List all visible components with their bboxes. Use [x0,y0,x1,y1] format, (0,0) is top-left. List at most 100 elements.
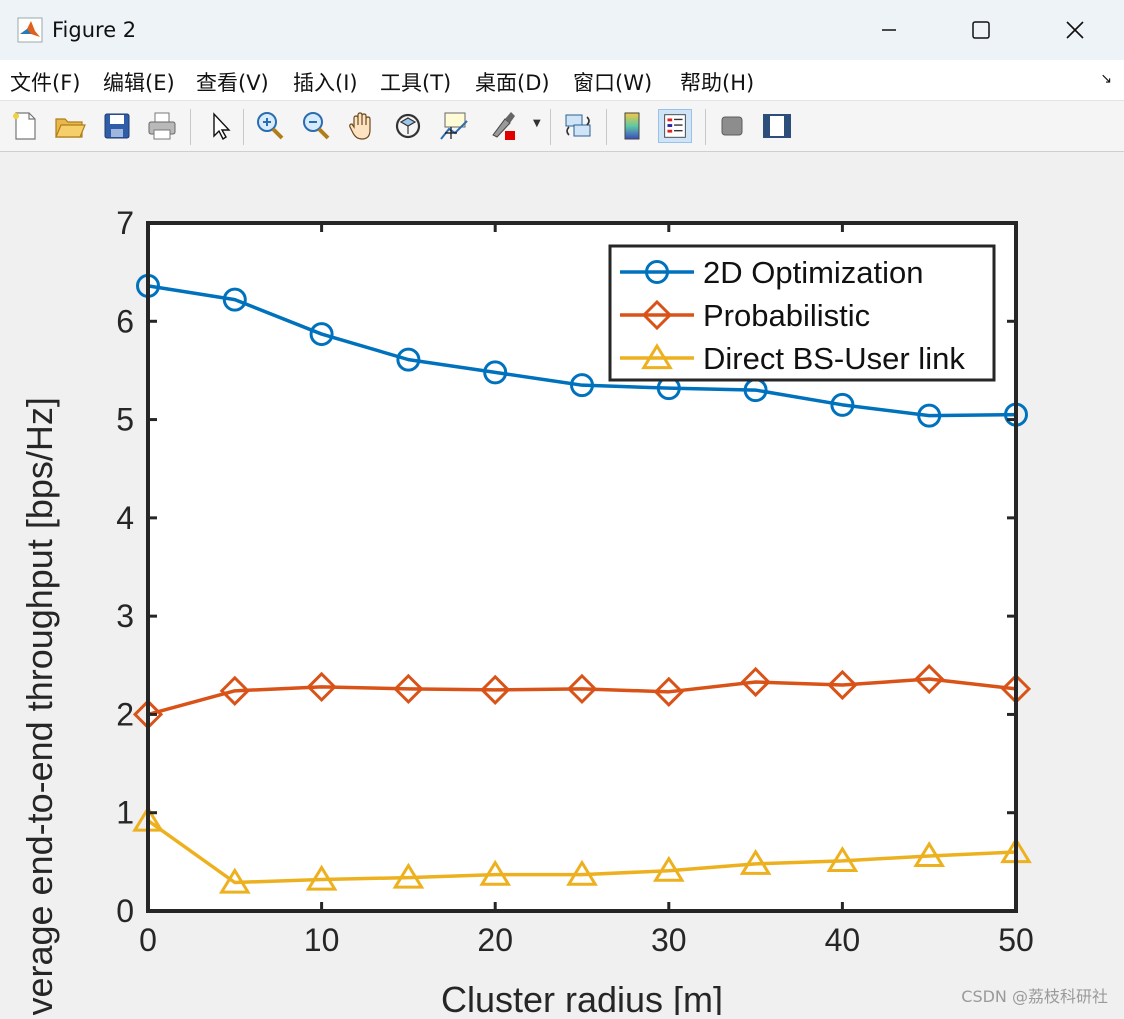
data-point [914,663,945,695]
close-button[interactable] [1052,10,1098,50]
zoom-out-icon[interactable] [299,109,333,143]
data-point [305,864,338,891]
zoom-in-icon[interactable] [253,109,287,143]
x-tick-label: 20 [477,922,513,958]
figure-area: 0 10 20 30 40 50 0 1 2 3 4 5 6 7 2D Optimization Proba… [0,152,1124,1019]
hide-plot-tools-icon[interactable] [715,109,749,143]
show-plot-tools-icon[interactable] [760,109,794,143]
y-axis-label: Average end-to-end throughput [bps/Hz] [19,397,60,1015]
data-point [219,675,250,706]
data-cursor-icon[interactable] [437,109,471,143]
data-point [826,845,859,872]
axes-box [146,221,1018,913]
data-point [566,673,598,704]
data-point [652,855,685,882]
data-point [827,669,858,701]
data-point [306,671,337,703]
rotate-3d-icon[interactable] [391,109,425,143]
colorbar-icon[interactable] [615,109,649,143]
data-point [218,867,251,894]
toolbar-separator [705,109,706,145]
data-point [913,841,946,868]
menu-desktop[interactable]: 桌面(D) [475,71,550,95]
toolbar-separator [243,109,244,145]
legend-entry[interactable]: Direct BS-User link [620,341,965,376]
menu-help[interactable]: 帮助(H) [680,71,755,95]
pan-hand-icon[interactable] [345,109,379,143]
data-point [309,322,334,347]
print-icon[interactable] [145,109,179,143]
y-tick-label: 7 [116,205,134,241]
window-title: Figure 2 [52,18,137,42]
x-tick-label: 50 [998,922,1034,958]
watermark: CSDN @荔枝科研社 [961,987,1108,1006]
legend-marker [645,260,669,284]
menu-insert[interactable]: 插入(I) [293,71,358,95]
legend-label: Direct BS-User link [703,341,965,376]
line-chart[interactable]: 0 10 20 30 40 50 0 1 2 3 4 5 6 7 2D Optimization Proba… [0,152,1124,1019]
y-tick-label: 5 [116,402,134,438]
data-point [740,666,771,698]
x-tick-label: 30 [651,922,687,958]
y-tick-label: 0 [116,893,134,929]
legend-label: Probabilistic [703,298,870,333]
matlab-logo-icon [17,17,43,43]
data-point [392,862,425,889]
series-line[interactable] [147,677,1017,717]
menu-dock-arrow-icon[interactable]: ↘ [1100,71,1112,87]
y-tick-label: 4 [116,500,134,536]
menu-tools[interactable]: 工具(T) [380,71,452,95]
series-line[interactable] [147,284,1017,418]
series-0 [136,273,1028,428]
x-tick-label: 0 [139,922,157,958]
data-point [653,676,684,707]
maximize-icon [972,21,990,39]
y-tick-label: 6 [116,303,134,339]
y-tick-label: 1 [116,795,134,831]
x-axis-label: Cluster radius [m] [441,979,723,1015]
legend-icon[interactable] [658,109,692,143]
y-tick-label: 3 [116,598,134,634]
y-tick-label: 2 [116,696,134,732]
legend-label: 2D Optimization [703,255,924,290]
data-point [222,287,247,312]
data-point [830,392,855,417]
x-tick-label: 10 [304,922,340,958]
toolbar-separator [550,109,551,145]
new-file-icon[interactable] [8,109,42,143]
data-point [393,673,424,704]
minimize-button[interactable] [866,10,912,50]
toolbar: ▼ [0,101,1124,152]
data-point [483,360,508,385]
save-icon[interactable] [100,109,134,143]
legend-marker [641,299,673,331]
legend-entry[interactable]: 2D Optimization [620,255,924,290]
data-point [739,848,772,875]
data-point [396,347,421,372]
data-point [570,373,594,398]
brush-dropdown-icon[interactable]: ▼ [533,118,541,129]
maximize-button[interactable] [958,10,1004,50]
data-point [917,403,942,428]
data-point [479,859,512,886]
link-plot-icon[interactable] [561,109,595,143]
data-point [480,674,511,705]
close-icon [1066,21,1084,39]
legend-entry[interactable]: Probabilistic [620,298,870,333]
menu-view[interactable]: 查看(V) [196,71,269,95]
brush-icon[interactable] [485,109,519,143]
pointer-icon[interactable] [203,109,237,143]
menu-file[interactable]: 文件(F) [10,71,81,95]
menu-window[interactable]: 窗口(W) [573,71,653,95]
minimize-icon [882,29,896,31]
menu-edit[interactable]: 编辑(E) [103,71,175,95]
menu-bar: 文件(F) 编辑(E) 查看(V) 插入(I) 工具(T) 桌面(D) 窗口(W… [0,60,1124,101]
toolbar-separator [190,109,191,145]
series-line[interactable] [146,819,1017,885]
series-2 [132,805,1032,894]
x-tick-label: 40 [825,922,861,958]
toolbar-separator [606,109,607,145]
open-folder-icon[interactable] [53,109,87,143]
data-point [566,859,598,886]
title-bar: Figure 2 [0,0,1124,60]
